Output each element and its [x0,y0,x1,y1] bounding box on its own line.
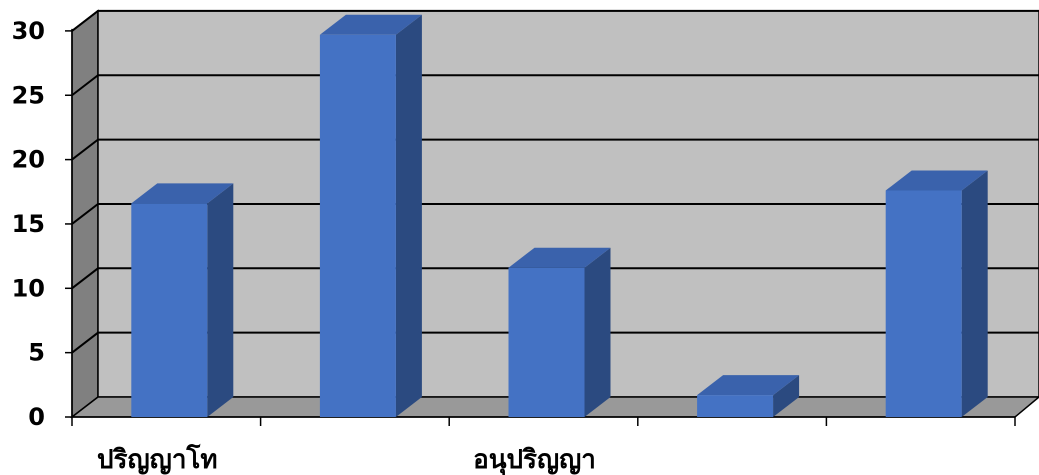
gridline [71,9,1039,32]
y-axis-ticks: 0 5 10 15 20 25 30 [12,17,72,431]
gridline [71,74,1039,97]
bar-series [131,14,988,418]
bar-front-face [885,190,962,417]
x-axis-ticks [71,417,1016,426]
bar [131,183,234,417]
x-axis-labels: ปริญญาโท อนุปริญญา [97,443,596,475]
bar-front-face [508,267,585,417]
gridlines [71,9,1039,354]
bar-top-face [319,14,422,35]
y-tick-label: 30 [12,17,45,45]
bar-side-face [207,183,234,417]
bar [319,14,422,418]
x-category-label: อนุปริญญา [473,445,596,475]
bar-top-face [508,247,611,268]
bar-top-face [697,375,800,396]
gridline [71,331,1039,354]
bar-side-face [395,14,422,418]
bar [697,375,800,417]
gridline [71,138,1039,161]
bar [508,247,611,417]
y-tick-label: 20 [12,146,45,174]
bar-front-face [319,34,396,418]
bar-front-face [697,395,774,417]
y-tick-label: 5 [28,339,45,367]
bar-side-face [961,170,988,417]
y-tick-label: 15 [12,210,45,238]
gridline [71,267,1039,290]
x-category-label: ปริญญาโท [97,443,217,475]
bar [885,170,988,417]
bar-front-face [131,203,208,417]
gridline [71,202,1039,225]
bar-side-face [584,247,611,417]
y-tick-label: 25 [12,81,45,109]
y-tick-label: 0 [28,403,45,431]
bar-top-face [131,183,234,204]
y-tick-label: 10 [12,274,45,302]
bar-side-face [773,375,800,417]
bar-top-face [885,170,988,191]
